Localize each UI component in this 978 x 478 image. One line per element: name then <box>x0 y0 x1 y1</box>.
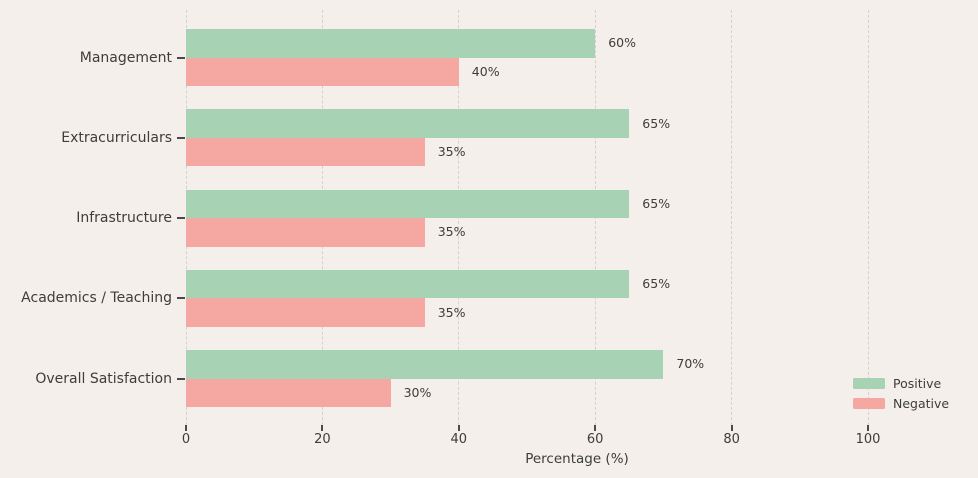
gridline-x100 <box>867 10 869 425</box>
bar-positive <box>186 350 664 379</box>
bar-negative <box>186 378 391 407</box>
x-tick-mark-60 <box>594 425 597 431</box>
x-tick-mark-40 <box>457 425 460 431</box>
y-tick-mark <box>177 56 185 59</box>
x-tick-mark-20 <box>321 425 324 431</box>
legend-swatch-negative <box>853 398 885 409</box>
bar-value-label: 60% <box>608 35 636 51</box>
bar-value-label: 35% <box>437 224 466 240</box>
category-label: Overall Satisfaction <box>35 370 172 387</box>
x-tick-label-60: 60 <box>586 432 604 447</box>
x-tick-label-20: 20 <box>314 432 331 447</box>
bar-positive <box>186 189 630 218</box>
y-tick-mark <box>177 377 185 380</box>
legend-label-negative: Negative <box>893 396 950 411</box>
category-label: Academics / Teaching <box>21 290 172 307</box>
bar-negative <box>186 137 425 167</box>
x-tick-mark-80 <box>730 425 733 431</box>
legend-label-positive: Positive <box>893 376 942 391</box>
bar-value-label: 30% <box>403 384 432 400</box>
bar-value-label: 35% <box>437 144 466 159</box>
bar-positive <box>186 109 630 138</box>
x-tick-mark-0 <box>185 425 187 431</box>
bar-value-label: 70% <box>676 356 705 372</box>
y-tick-mark <box>177 217 185 219</box>
bar-negative <box>186 57 459 86</box>
bar-negative <box>186 218 425 247</box>
bar-negative <box>186 298 425 327</box>
bar-value-label: 65% <box>642 115 671 131</box>
x-tick-label-100: 100 <box>855 432 881 447</box>
x-tick-label-40: 40 <box>450 432 468 447</box>
category-label: Management <box>79 49 172 66</box>
category-label: Extracurriculars <box>61 129 172 146</box>
y-tick-mark <box>177 297 185 300</box>
bar-value-label: 40% <box>471 63 500 79</box>
bar-positive <box>186 29 596 58</box>
bar-value-label: 35% <box>437 304 466 320</box>
x-tick-label-0: 0 <box>181 432 191 447</box>
gridline-x80 <box>731 10 733 425</box>
bar-positive <box>186 269 630 299</box>
bar-value-label: 65% <box>642 195 671 211</box>
x-axis-label: Percentage (%) <box>525 451 629 467</box>
bar-value-label: 65% <box>642 276 671 291</box>
legend-swatch-positive <box>853 378 885 389</box>
category-label: Infrastructure <box>76 210 172 226</box>
x-tick-label-80: 80 <box>723 432 740 447</box>
x-tick-mark-100 <box>867 425 869 431</box>
y-tick-mark <box>177 136 185 139</box>
